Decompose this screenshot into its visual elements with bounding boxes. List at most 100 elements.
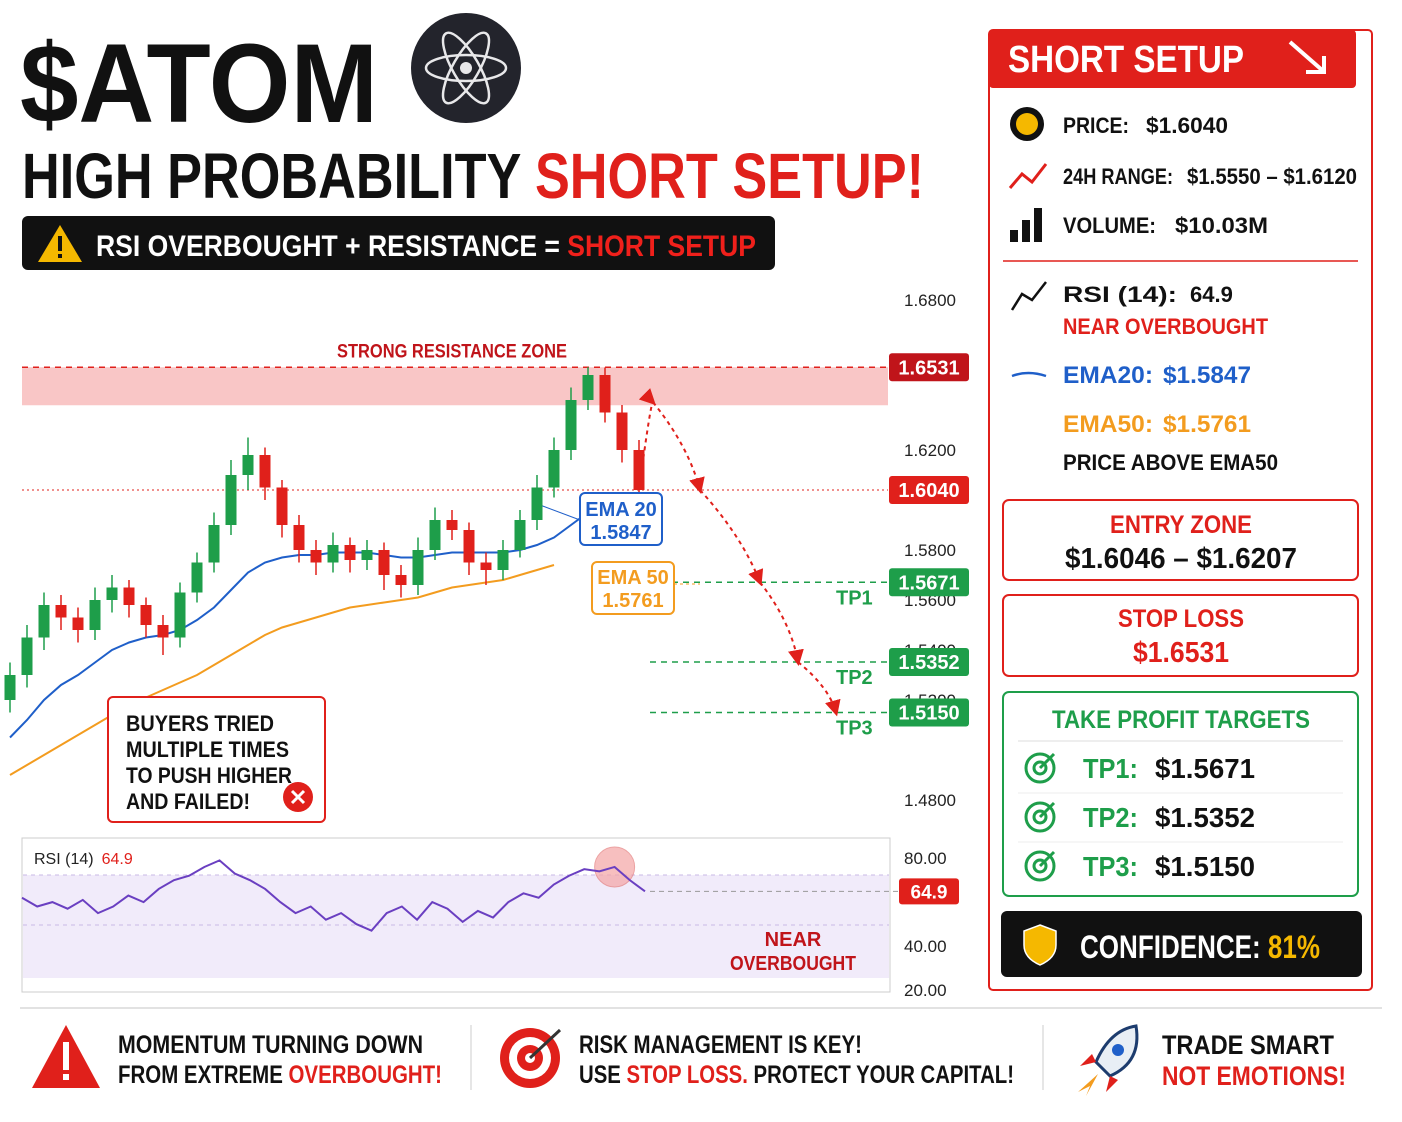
price-tag [889, 353, 969, 382]
entry-title: ENTRY ZONE [1110, 511, 1252, 539]
rsi-note: NEAR [765, 929, 822, 951]
rsi-tag [899, 878, 959, 905]
projection-path [699, 489, 764, 586]
price-tag-label: 1.6531 [898, 357, 959, 379]
ticker: $ATOM [20, 21, 378, 146]
rsi-tick-label: 20.00 [904, 981, 947, 1000]
rsi-band [23, 875, 889, 978]
price-icon [1016, 113, 1038, 135]
ema20-callout-box [579, 492, 663, 546]
projection-path [638, 388, 656, 491]
tagline-box [22, 216, 775, 270]
rsi-tick-label: 80.00 [904, 849, 947, 868]
ema50-callout: EMA 50 [597, 567, 669, 589]
y-tick-label: 1.6200 [904, 441, 956, 460]
candle-body [480, 562, 492, 570]
tp-icon [1024, 801, 1056, 833]
candle-body [293, 525, 305, 550]
price-tag [889, 568, 969, 597]
tp-icon [1024, 850, 1056, 882]
rocket-icon [1078, 1024, 1139, 1096]
footer-text: PROTECT YOUR CAPITAL! [748, 1061, 1014, 1089]
footer-line: TRADE SMART [1162, 1030, 1334, 1060]
tp-icon [1032, 809, 1048, 825]
stat-value: $1.6040 [1146, 113, 1228, 138]
rsi-title-value: 64.9 [102, 851, 133, 868]
candle-body [123, 587, 135, 605]
candle-body [361, 550, 373, 560]
trend: PRICE ABOVE EMA50 [1063, 450, 1278, 475]
stop-title: STOP LOSS [1118, 605, 1244, 633]
tagline-lead: RSI OVERBOUGHT + RESISTANCE = [96, 230, 567, 263]
y-tick-label: 1.5800 [904, 541, 956, 560]
stop-box [1002, 594, 1359, 677]
footer-line: RISK MANAGEMENT IS KEY! [579, 1031, 862, 1059]
candle-body [4, 675, 16, 700]
target-icon [500, 1028, 562, 1088]
footer-line: FROM EXTREME OVERBOUGHT! [118, 1061, 442, 1089]
rsi-title-name: RSI (14) [34, 851, 94, 868]
rsi-tick-label: 40.00 [904, 937, 947, 956]
y-tick-label: 1.6800 [904, 291, 956, 310]
range-icon [1008, 163, 1048, 189]
price-tag [889, 698, 969, 727]
candle-body [429, 520, 441, 550]
tagline: RSI OVERBOUGHT + RESISTANCE = SHORT SETU… [96, 230, 756, 263]
candle-body [310, 550, 322, 563]
note-line: AND FAILED! [126, 789, 250, 814]
footer-line: MOMENTUM TURNING DOWN [118, 1031, 423, 1059]
footer-accent: OVERBOUGHT! [289, 1061, 442, 1089]
tp-label: TP1: [1083, 753, 1138, 784]
tp-icon [1032, 858, 1048, 874]
ema20-line [9, 496, 640, 739]
footer-line: USE STOP LOSS. PROTECT YOUR CAPITAL! [579, 1061, 1014, 1089]
candle-body [106, 587, 118, 600]
candle-body [412, 550, 424, 585]
footer-accent: STOP LOSS. [627, 1061, 748, 1089]
tp-label: TP2: [1083, 802, 1138, 833]
confidence: CONFIDENCE: 81% [1080, 929, 1320, 965]
projection-path [652, 401, 705, 494]
rsi-status: NEAR OVERBOUGHT [1063, 314, 1269, 339]
stat-value: $10.03M [1175, 213, 1268, 238]
targets-box [1002, 691, 1359, 897]
price-tag-label: 1.5352 [898, 652, 959, 674]
candle-body [344, 545, 356, 560]
stat-label: 24H RANGE: [1063, 164, 1173, 189]
ema50-callout: 1.5761 [602, 590, 663, 612]
confidence-value: 81% [1268, 929, 1320, 965]
candle-body [242, 455, 254, 475]
atom-logo [411, 13, 521, 123]
candle-body [55, 605, 67, 618]
candle-body [514, 520, 526, 550]
footer-accent: NOT EMOTIONS! [1162, 1061, 1346, 1091]
confidence-box [1001, 911, 1362, 977]
candle-body [225, 475, 237, 525]
price-tag [889, 476, 969, 504]
note-box [107, 696, 326, 823]
resistance-label: STRONG RESISTANCE ZONE [337, 341, 567, 362]
candle-body [378, 550, 390, 575]
tp-icon [1032, 760, 1048, 776]
price-tag-label: 1.5150 [898, 703, 959, 725]
candle-body [616, 412, 628, 450]
candle-body [531, 487, 543, 520]
fail-icon [283, 782, 313, 812]
candle-body [599, 375, 611, 413]
panel-title: SHORT SETUP [1008, 39, 1244, 81]
tp-icon [1038, 752, 1056, 770]
rsi-note: OVERBOUGHT [730, 953, 856, 975]
candle-body [72, 617, 84, 630]
ema20-label: EMA20: [1063, 362, 1153, 389]
tp-value: $1.5671 [1155, 753, 1255, 784]
entry-value: $1.6046 – $1.6207 [1065, 543, 1297, 575]
footer-text: FROM EXTREME [118, 1061, 289, 1089]
candle-body [157, 625, 169, 638]
price-chart: STRONG RESISTANCE ZONE 1.6800 1.6200 1.5800… [4, 291, 969, 810]
tp-icon [1024, 752, 1056, 784]
target-name: TP1 [836, 587, 873, 609]
projection-path [797, 661, 841, 717]
y-tick-label: 1.4800 [904, 791, 956, 810]
panel-header [989, 30, 1356, 88]
